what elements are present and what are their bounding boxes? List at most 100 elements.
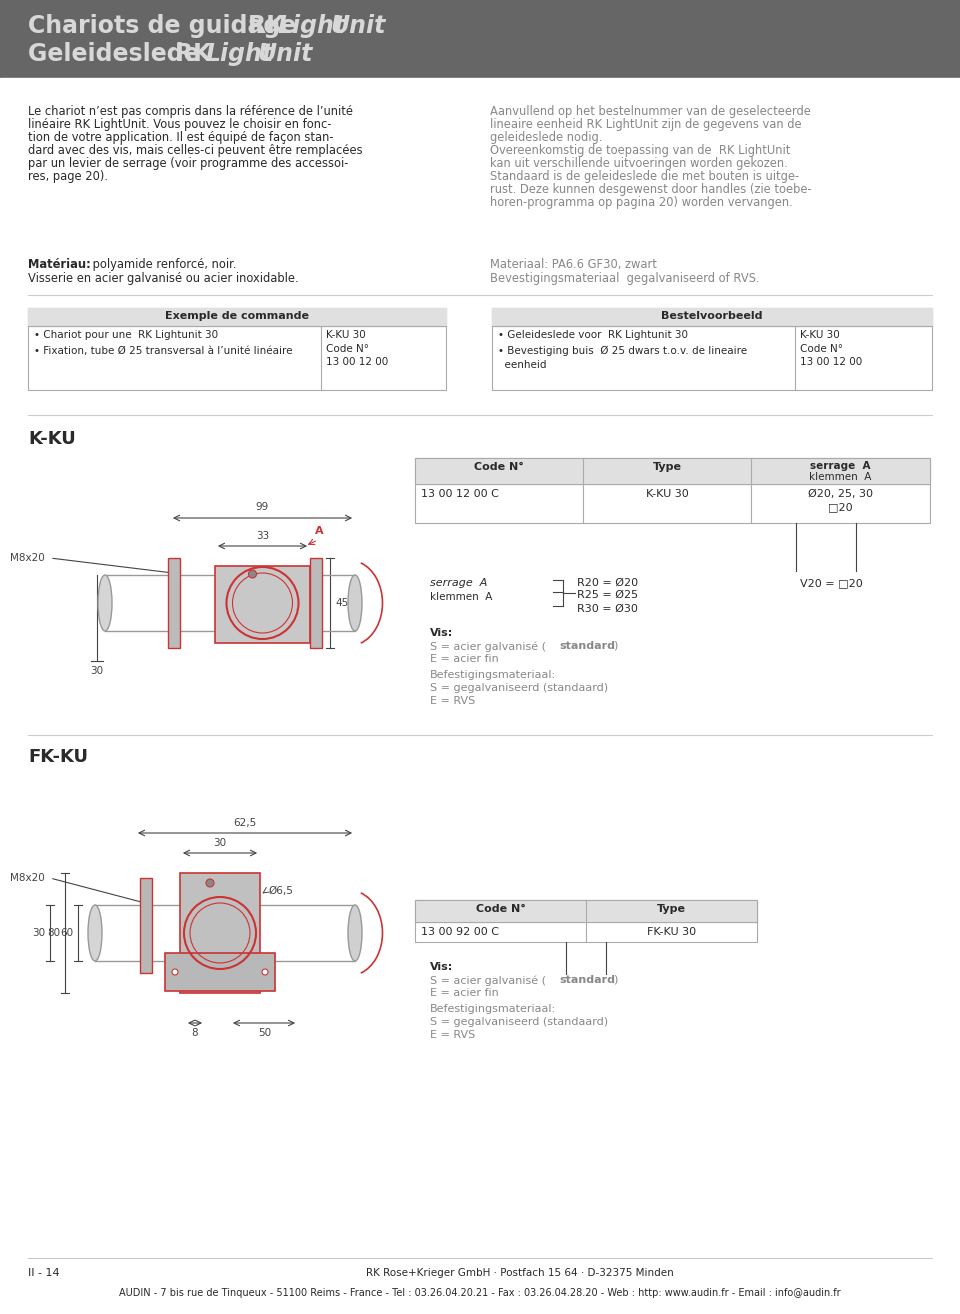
Text: M8x20: M8x20 — [11, 872, 45, 883]
Text: M8x20: M8x20 — [11, 553, 45, 562]
Text: S = acier galvanisé (: S = acier galvanisé ( — [430, 975, 546, 986]
Text: standard: standard — [559, 641, 615, 650]
Text: ): ) — [613, 975, 617, 986]
Text: S = gegalvaniseerd (standaard): S = gegalvaniseerd (standaard) — [430, 1017, 608, 1028]
Bar — [0, 0, 960, 78]
Text: 33: 33 — [256, 531, 269, 541]
Text: Bevestigingsmateriaal  gegalvaniseerd of RVS.: Bevestigingsmateriaal gegalvaniseerd of … — [490, 272, 759, 285]
Text: 80: 80 — [47, 928, 60, 938]
Text: Vis:: Vis: — [430, 962, 453, 972]
Text: 30: 30 — [213, 838, 227, 848]
Text: 13 00 12 00 C: 13 00 12 00 C — [421, 489, 499, 499]
Circle shape — [206, 879, 214, 887]
Ellipse shape — [98, 576, 112, 631]
Bar — [28, 307, 446, 390]
Text: dard avec des vis, mais celles-ci peuvent être remplacées: dard avec des vis, mais celles-ci peuven… — [28, 145, 363, 156]
Text: 8: 8 — [192, 1028, 199, 1038]
Text: linéaire RK LightUnit. Vous pouvez le choisir en fonc-: linéaire RK LightUnit. Vous pouvez le ch… — [28, 118, 331, 131]
Text: Ø6,5: Ø6,5 — [268, 886, 293, 896]
Text: standard: standard — [559, 975, 615, 986]
Text: Exemple de commande: Exemple de commande — [165, 311, 309, 321]
Bar — [415, 459, 930, 523]
Text: RK Rose+Krieger GmbH · Postfach 15 64 · D-32375 Minden: RK Rose+Krieger GmbH · Postfach 15 64 · … — [366, 1268, 674, 1279]
Text: Standaard is de geleideslede die met bouten is uitge-: Standaard is de geleideslede die met bou… — [490, 170, 799, 183]
Bar — [140, 878, 152, 972]
Text: S = acier galvanisé (: S = acier galvanisé ( — [430, 641, 546, 652]
Text: Light: Light — [278, 14, 347, 38]
Text: K-KU 30
Code N°
13 00 12 00: K-KU 30 Code N° 13 00 12 00 — [326, 330, 388, 367]
Bar — [415, 900, 757, 942]
Text: 13 00 92 00 C: 13 00 92 00 C — [421, 926, 499, 937]
Bar — [415, 459, 930, 484]
Text: • Bevestiging buis  Ø 25 dwars t.o.v. de lineaire
  eenheid: • Bevestiging buis Ø 25 dwars t.o.v. de … — [498, 346, 747, 369]
Text: Unit: Unit — [257, 42, 312, 66]
Text: Bestelvoorbeeld: Bestelvoorbeeld — [661, 311, 763, 321]
Text: Materiaal: PA6.6 GF30, zwart: Materiaal: PA6.6 GF30, zwart — [490, 258, 657, 271]
Text: klemmen  A: klemmen A — [430, 593, 492, 602]
Text: Light: Light — [205, 42, 274, 66]
Ellipse shape — [348, 576, 362, 631]
Text: serrage  A: serrage A — [430, 578, 488, 587]
Text: • Geleideslede voor  RK Lightunit 30: • Geleideslede voor RK Lightunit 30 — [498, 330, 688, 340]
Text: RK: RK — [248, 14, 293, 38]
Circle shape — [172, 968, 178, 975]
Bar — [168, 558, 180, 648]
Text: geleideslede nodig.: geleideslede nodig. — [490, 131, 602, 145]
Text: lineaire eenheid RK LightUnit zijn de gegevens van de: lineaire eenheid RK LightUnit zijn de ge… — [490, 118, 802, 131]
Text: 45: 45 — [335, 598, 348, 608]
Text: Code N°: Code N° — [474, 463, 524, 472]
Text: kan uit verschillende uitvoeringen worden gekozen.: kan uit verschillende uitvoeringen worde… — [490, 156, 788, 170]
Text: Chariots de guidage: Chariots de guidage — [28, 14, 304, 38]
Circle shape — [249, 570, 256, 578]
Bar — [310, 558, 322, 648]
Text: K-KU 30
Code N°
13 00 12 00: K-KU 30 Code N° 13 00 12 00 — [800, 330, 862, 367]
Text: serrage  A: serrage A — [810, 461, 871, 470]
Text: 60: 60 — [60, 928, 73, 938]
Bar — [492, 307, 932, 326]
Text: Type: Type — [653, 463, 682, 472]
Bar — [415, 900, 757, 922]
Text: R25 = Ø25: R25 = Ø25 — [577, 590, 638, 600]
Text: par un levier de serrage (voir programme des accessoi-: par un levier de serrage (voir programme… — [28, 156, 348, 170]
Text: Unit: Unit — [330, 14, 385, 38]
Text: Type: Type — [657, 904, 686, 915]
Text: 50: 50 — [258, 1028, 272, 1038]
Text: E = RVS: E = RVS — [430, 1030, 475, 1039]
Text: Visserie en acier galvanisé ou acier inoxidable.: Visserie en acier galvanisé ou acier ino… — [28, 272, 299, 285]
Text: R20 = Ø20: R20 = Ø20 — [577, 578, 638, 587]
Text: E = acier fin: E = acier fin — [430, 988, 499, 999]
Text: AUDIN - 7 bis rue de Tinqueux - 51100 Reims - France - Tel : 03.26.04.20.21 - Fa: AUDIN - 7 bis rue de Tinqueux - 51100 Re… — [119, 1288, 841, 1298]
Text: II - 14: II - 14 — [28, 1268, 60, 1279]
Text: Vis:: Vis: — [430, 628, 453, 639]
Text: Geleideslede: Geleideslede — [28, 42, 208, 66]
Text: Ø20, 25, 30: Ø20, 25, 30 — [808, 489, 873, 499]
Text: FK-KU 30: FK-KU 30 — [647, 926, 696, 937]
Text: klemmen  A: klemmen A — [809, 472, 872, 482]
Text: Matériau:: Matériau: — [28, 258, 91, 271]
Ellipse shape — [348, 905, 362, 961]
Text: Le chariot n’est pas compris dans la référence de l’unité: Le chariot n’est pas compris dans la réf… — [28, 105, 353, 118]
Bar — [180, 872, 260, 993]
Text: A: A — [315, 526, 324, 536]
Text: Aanvullend op het bestelnummer van de geselecteerde: Aanvullend op het bestelnummer van de ge… — [490, 105, 811, 118]
Text: Befestigingsmateriaal:: Befestigingsmateriaal: — [430, 670, 556, 681]
Text: K-KU 30: K-KU 30 — [646, 489, 688, 499]
Text: polyamide renforcé, noir.: polyamide renforcé, noir. — [89, 258, 236, 271]
Text: V20 = □20: V20 = □20 — [800, 578, 863, 587]
Text: ): ) — [613, 641, 617, 650]
Text: R30 = Ø30: R30 = Ø30 — [577, 604, 637, 614]
Text: res, page 20).: res, page 20). — [28, 170, 108, 183]
Bar — [492, 307, 932, 390]
Text: 62,5: 62,5 — [233, 819, 256, 828]
Text: 30: 30 — [90, 666, 104, 675]
Bar — [165, 953, 275, 991]
Text: K-KU: K-KU — [28, 430, 76, 448]
Text: E = RVS: E = RVS — [430, 696, 475, 706]
Text: 30: 30 — [32, 928, 45, 938]
Text: Befestigingsmateriaal:: Befestigingsmateriaal: — [430, 1004, 556, 1014]
Text: Overeenkomstig de toepassing van de  RK LightUnit: Overeenkomstig de toepassing van de RK L… — [490, 145, 790, 156]
Bar — [28, 307, 446, 326]
Text: RK: RK — [175, 42, 220, 66]
Text: FK-KU: FK-KU — [28, 748, 88, 766]
Text: □20: □20 — [828, 502, 852, 512]
